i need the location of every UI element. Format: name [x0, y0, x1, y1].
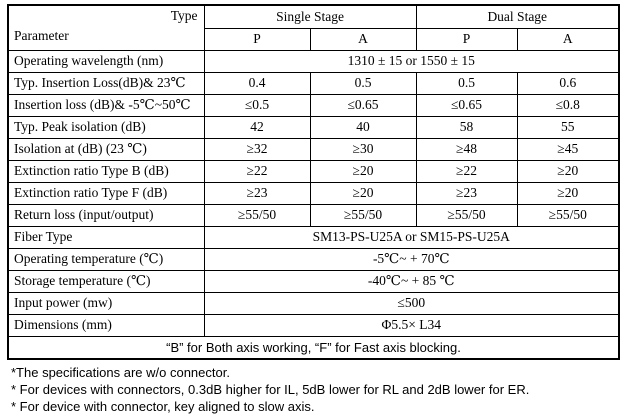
note-line-1: *The specifications are w/o connector. — [11, 365, 230, 380]
subcol-header: P — [415, 27, 518, 51]
note-line-3: * For device with connector, key aligned… — [11, 399, 315, 414]
table-row-fiber-type: Fiber Type SM13-PS-U25A or SM15-PS-U25A — [7, 225, 620, 249]
value-cell: ≥23 — [203, 181, 311, 205]
value-cell: ≤0.5 — [203, 93, 311, 117]
value-cell: ≥22 — [203, 159, 311, 183]
value-cell: 0.5 — [309, 71, 417, 95]
value-cell-span: 1310 ± 15 or 1550 ± 15 — [203, 49, 620, 73]
note-line-2: * For devices with connectors, 0.3dB hig… — [11, 382, 530, 397]
header-row-groups: Type Parameter Single Stage Dual Stage — [7, 4, 620, 51]
table-footnote: “B” for Both axis working, “F” for Fast … — [7, 335, 620, 360]
value-cell: ≥48 — [415, 137, 518, 161]
param-label: Operating temperature (℃) — [7, 247, 205, 271]
value-cell: ≥55/50 — [203, 203, 311, 227]
table-footer-row: “B” for Both axis working, “F” for Fast … — [7, 335, 620, 360]
value-cell-span: -5℃~ + 70℃ — [203, 247, 620, 271]
value-cell: ≥23 — [415, 181, 518, 205]
value-cell: ≥20 — [516, 181, 620, 205]
table-row-typ-insertion-loss: Typ. Insertion Loss(dB)& 23℃ 0.4 0.5 0.5… — [7, 71, 620, 95]
table-row-input-power: Input power (mw) ≤500 — [7, 291, 620, 315]
value-cell-span: -40℃~ + 85 ℃ — [203, 269, 620, 293]
value-cell: ≥45 — [516, 137, 620, 161]
value-cell: ≥20 — [309, 159, 417, 183]
param-label: Insertion loss (dB)& -5℃~50℃ — [7, 93, 205, 117]
param-label: Input power (mw) — [7, 291, 205, 315]
value-cell: ≤0.8 — [516, 93, 620, 117]
value-cell: ≥20 — [309, 181, 417, 205]
table-row-typ-peak-isolation: Typ. Peak isolation (dB) 42 40 58 55 — [7, 115, 620, 139]
param-label: Operating wavelength (nm) — [7, 49, 205, 73]
notes: *The specifications are w/o connector. *… — [11, 364, 625, 415]
value-cell: ≥30 — [309, 137, 417, 161]
group-header-dual-stage: Dual Stage — [415, 4, 620, 29]
table-row-operating-wavelength: Operating wavelength (nm) 1310 ± 15 or 1… — [7, 49, 620, 73]
type-header-label: Type — [170, 8, 198, 23]
value-cell: ≥20 — [516, 159, 620, 183]
value-cell: ≤0.65 — [309, 93, 417, 117]
subcol-header: A — [309, 27, 417, 51]
param-label: Typ. Insertion Loss(dB)& 23℃ — [7, 71, 205, 95]
subcol-header: P — [203, 27, 311, 51]
param-label: Typ. Peak isolation (dB) — [7, 115, 205, 139]
value-cell: ≤0.65 — [415, 93, 518, 117]
param-label: Dimensions (mm) — [7, 313, 205, 337]
specifications-table: Type Parameter Single Stage Dual Stage P… — [7, 4, 620, 360]
value-cell-span: SM13-PS-U25A or SM15-PS-U25A — [203, 225, 620, 249]
param-label: Isolation at (dB) (23 ℃) — [7, 137, 205, 161]
value-cell: ≥55/50 — [309, 203, 417, 227]
value-cell: 58 — [415, 115, 518, 139]
value-cell: ≥55/50 — [415, 203, 518, 227]
table-row-dimensions: Dimensions (mm) Φ5.5× L34 — [7, 313, 620, 337]
param-label: Return loss (input/output) — [7, 203, 205, 227]
table-row-extinction-ratio-f: Extinction ratio Type F (dB) ≥23 ≥20 ≥23… — [7, 181, 620, 205]
param-label: Fiber Type — [7, 225, 205, 249]
param-label: Extinction ratio Type B (dB) — [7, 159, 205, 183]
table-row-storage-temperature: Storage temperature (℃) -40℃~ + 85 ℃ — [7, 269, 620, 293]
param-label: Extinction ratio Type F (dB) — [7, 181, 205, 205]
param-label: Storage temperature (℃) — [7, 269, 205, 293]
value-cell-span: Φ5.5× L34 — [203, 313, 620, 337]
subcol-header: A — [516, 27, 620, 51]
value-cell: 42 — [203, 115, 311, 139]
value-cell: 0.5 — [415, 71, 518, 95]
value-cell: ≥22 — [415, 159, 518, 183]
value-cell: 55 — [516, 115, 620, 139]
table-row-isolation-at: Isolation at (dB) (23 ℃) ≥32 ≥30 ≥48 ≥45 — [7, 137, 620, 161]
table-row-operating-temperature: Operating temperature (℃) -5℃~ + 70℃ — [7, 247, 620, 271]
value-cell-span: ≤500 — [203, 291, 620, 315]
value-cell: 40 — [309, 115, 417, 139]
group-header-single-stage: Single Stage — [203, 4, 417, 29]
value-cell: 0.4 — [203, 71, 311, 95]
parameter-header-label: Parameter — [14, 28, 69, 43]
table-row-return-loss: Return loss (input/output) ≥55/50 ≥55/50… — [7, 203, 620, 227]
value-cell: ≥55/50 — [516, 203, 620, 227]
header-row-subcols: P A P A — [8, 27, 620, 51]
table-row-insertion-loss: Insertion loss (dB)& -5℃~50℃ ≤0.5 ≤0.65 … — [7, 93, 620, 117]
table-row-extinction-ratio-b: Extinction ratio Type B (dB) ≥22 ≥20 ≥22… — [7, 159, 620, 183]
corner-header-cell: Type Parameter — [7, 4, 205, 51]
value-cell: 0.6 — [516, 71, 620, 95]
value-cell: ≥32 — [203, 137, 311, 161]
